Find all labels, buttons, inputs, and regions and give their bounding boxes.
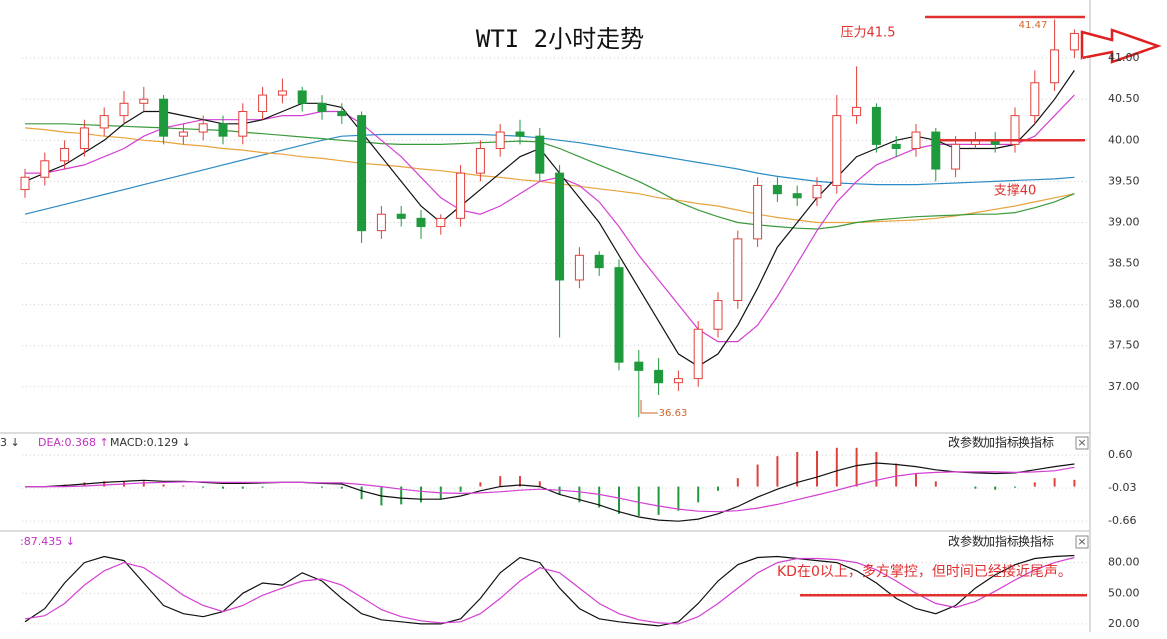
candle-body <box>574 254 584 281</box>
indicator-header: :87.435 ↓ <box>20 535 75 548</box>
candle-body <box>951 143 961 170</box>
chart-title: WTI 2小时走势 <box>476 25 644 53</box>
candle-body <box>871 106 881 145</box>
kd-annotation: KD在0以上，多方掌控，但时间已经接近尾声。 <box>777 563 1072 580</box>
toolbar-button[interactable]: 加指标 <box>983 534 1019 549</box>
candle-body <box>852 106 862 117</box>
candle-body <box>317 102 327 113</box>
toolbar-button[interactable]: 换指标 <box>1018 435 1054 450</box>
y-tick-label: 80.00 <box>1108 556 1140 569</box>
y-tick-label: 38.00 <box>1108 298 1140 311</box>
y-tick-label: 0.60 <box>1108 448 1133 461</box>
y-tick-label: 37.50 <box>1108 339 1140 352</box>
candle-body <box>238 111 248 137</box>
candle-body <box>20 176 30 191</box>
toolbar-button[interactable]: 改参数 <box>948 534 984 549</box>
candle-body <box>436 217 446 228</box>
indicator-header: DEA:0.368 ↑ <box>38 436 109 449</box>
y-tick-label: 41.00 <box>1108 51 1140 64</box>
indicator-header: 3 ↓ <box>0 436 20 449</box>
candle-body <box>416 217 426 228</box>
candle-body <box>1069 32 1079 51</box>
candle-body <box>614 267 624 363</box>
candle-body <box>792 193 802 199</box>
candle-body <box>832 115 842 186</box>
candle-body <box>159 98 169 137</box>
candle-body <box>733 238 743 302</box>
candle-body <box>337 111 347 117</box>
candle-body <box>634 361 644 371</box>
candle-body <box>79 127 89 149</box>
candle-body <box>535 135 545 174</box>
close-button[interactable]: × <box>1077 535 1086 548</box>
candle-body <box>119 102 129 117</box>
y-tick-label: 50.00 <box>1108 586 1140 599</box>
candle-body <box>891 143 901 149</box>
indicator-line <box>25 94 1075 343</box>
candle-body <box>139 98 149 104</box>
y-tick-label: 40.50 <box>1108 92 1140 105</box>
level-label: 压力41.5 <box>841 26 896 41</box>
candle-body <box>456 172 466 219</box>
candle-body <box>475 147 485 174</box>
candle-body <box>772 184 782 195</box>
candle-body <box>1050 49 1060 84</box>
candle-body <box>555 172 565 281</box>
close-box[interactable] <box>1075 436 1089 450</box>
candle-body <box>654 369 664 384</box>
candle-body <box>277 90 287 96</box>
candle-body <box>297 90 307 104</box>
y-tick-label: 20.00 <box>1108 617 1140 630</box>
candle-body <box>594 254 604 269</box>
candle-body <box>1030 82 1040 117</box>
candle-body <box>713 300 723 330</box>
candle-body <box>40 160 50 178</box>
candle-body <box>60 147 70 162</box>
y-tick-label: 38.50 <box>1108 257 1140 270</box>
y-tick-label: -0.03 <box>1108 481 1136 494</box>
indicator-line <box>25 466 1075 513</box>
price-annotation: 41.47 <box>1019 20 1048 31</box>
candle-body <box>357 115 367 232</box>
indicator-line <box>24 556 1075 625</box>
candle-body <box>258 94 268 113</box>
price-annotation: 36.63 <box>659 408 688 419</box>
annotation-leader <box>640 400 658 414</box>
y-tick-label: 37.00 <box>1108 380 1140 393</box>
candle-body <box>911 131 921 149</box>
y-tick-label: 39.00 <box>1108 215 1140 228</box>
indicator-line <box>24 554 1075 627</box>
y-tick-label: 40.00 <box>1108 133 1140 146</box>
candle-body <box>693 328 703 380</box>
candle-body <box>753 184 763 240</box>
arrow-icon <box>1080 28 1162 64</box>
close-button[interactable]: × <box>1077 436 1086 449</box>
candle-body <box>1010 115 1020 145</box>
candle-body <box>178 131 188 137</box>
candle-body <box>376 213 386 232</box>
candle-body <box>396 213 406 219</box>
indicator-line <box>24 133 1075 215</box>
candle-body <box>812 184 822 199</box>
candle-body <box>218 123 228 137</box>
candle-body <box>515 131 525 137</box>
indicator-header: MACD:0.129 ↓ <box>110 436 191 449</box>
indicator-line <box>24 70 1075 368</box>
indicator-line <box>24 127 1075 224</box>
candle-body <box>673 378 683 384</box>
candle-body <box>99 115 109 129</box>
toolbar-button[interactable]: 改参数 <box>948 435 984 450</box>
candle-body <box>931 131 941 170</box>
close-box[interactable] <box>1075 535 1089 549</box>
toolbar-button[interactable]: 换指标 <box>1018 534 1054 549</box>
level-label: 支撑40 <box>994 184 1037 199</box>
y-tick-label: 39.50 <box>1108 174 1140 187</box>
y-tick-label: -0.66 <box>1108 514 1136 527</box>
candle-body <box>495 131 505 149</box>
candle-body <box>198 123 208 133</box>
toolbar-button[interactable]: 加指标 <box>983 435 1019 450</box>
